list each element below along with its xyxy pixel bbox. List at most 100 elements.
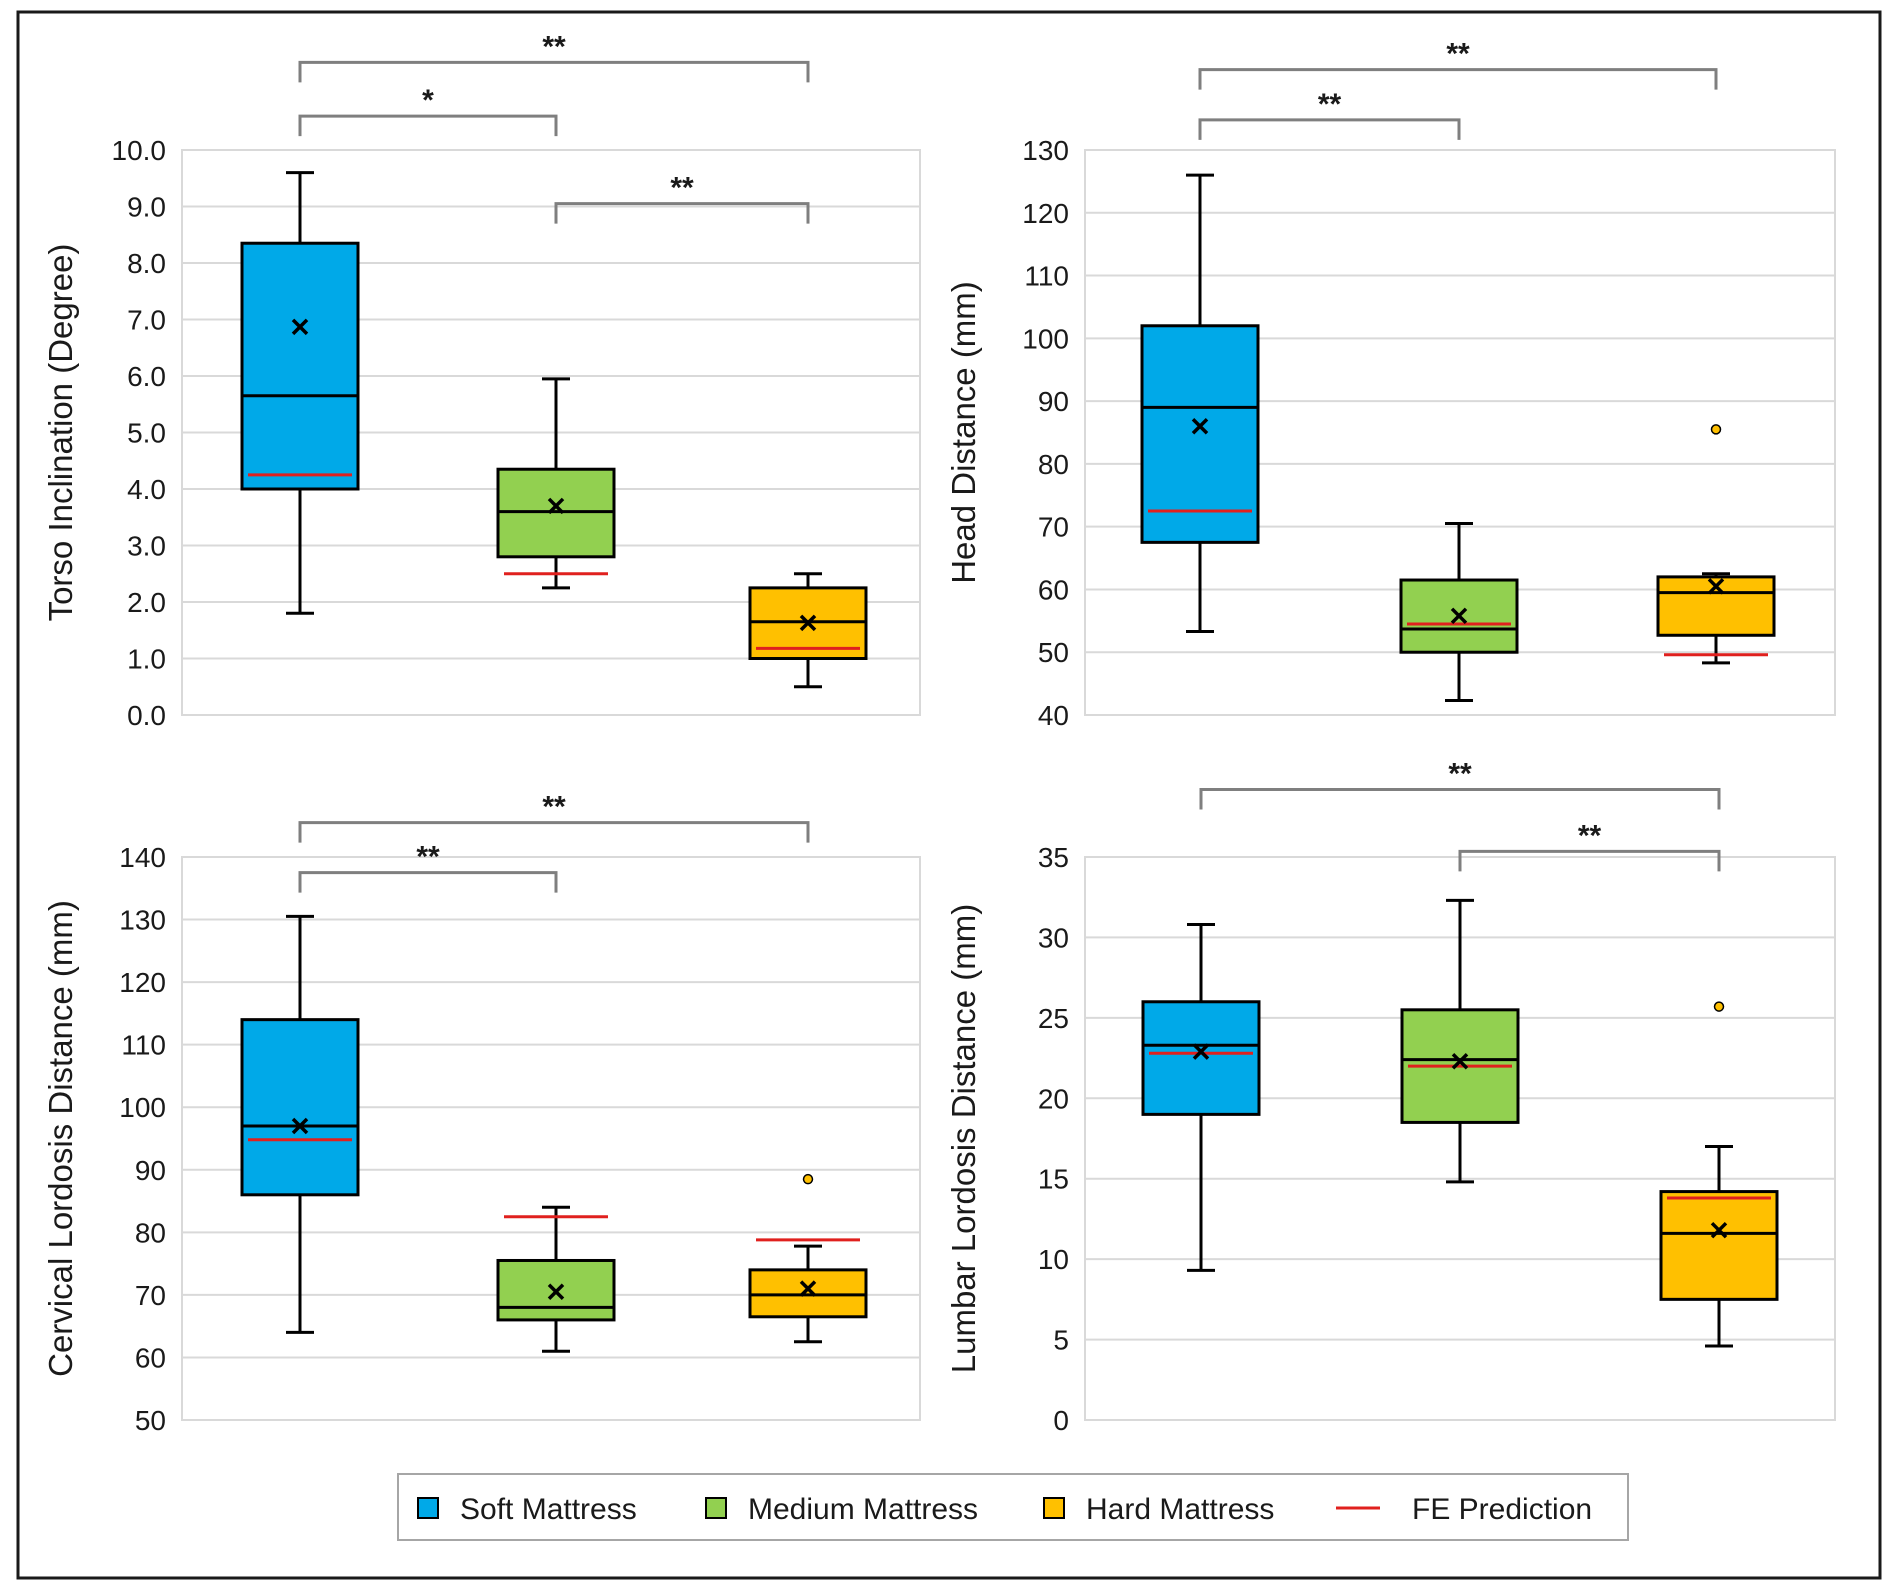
y-tick-label: 120 — [1022, 198, 1069, 229]
y-axis-label: Cervical Lordosis Distance (mm) — [42, 900, 79, 1377]
box-iqr — [1659, 1190, 1779, 1301]
significance-bracket: ** — [554, 172, 810, 224]
y-tick-label: 20 — [1038, 1083, 1069, 1114]
y-tick-label: 60 — [1038, 574, 1069, 605]
y-tick-label: 8.0 — [127, 248, 166, 279]
box-soft — [240, 914, 360, 1334]
significance-label: ** — [670, 172, 694, 205]
significance-label: ** — [542, 791, 566, 824]
y-axis-label: Lumbar Lordosis Distance (mm) — [945, 904, 982, 1373]
y-tick-label: 110 — [121, 1030, 166, 1061]
box-soft — [1140, 173, 1260, 634]
y-tick-label: 10.0 — [112, 135, 167, 166]
y-tick-label: 120 — [119, 967, 166, 998]
outlier-point — [1710, 424, 1722, 435]
box-iqr — [496, 1258, 616, 1322]
significance-label: ** — [1448, 757, 1472, 790]
significance-label: ** — [1318, 88, 1342, 121]
y-axis-label: Torso Inclination (Degree) — [42, 244, 79, 622]
box-iqr — [1141, 1000, 1261, 1116]
outlier-point — [1713, 1001, 1725, 1012]
bracket-line — [298, 821, 810, 843]
legend-swatch-soft — [417, 1497, 439, 1519]
y-tick-label: 50 — [1038, 637, 1069, 668]
box-hard — [1656, 424, 1776, 665]
significance-label: ** — [416, 841, 440, 874]
box-hard — [748, 1173, 868, 1344]
box-medium — [1400, 898, 1520, 1184]
bracket-line — [554, 202, 810, 224]
panel-torso: 0.0 1.0 2.0 3.0 4.0 5.0 6.0 7.0 8.0 9.0 10.0 Torso … — [42, 30, 921, 731]
mean-marker — [799, 614, 817, 632]
y-tick-label: 100 — [119, 1092, 166, 1123]
bracket-line — [298, 871, 558, 893]
box-medium — [496, 1205, 616, 1353]
box-medium — [496, 377, 616, 590]
bracket-line — [298, 60, 810, 83]
bracket-line — [1199, 787, 1721, 810]
box-soft — [240, 171, 360, 615]
legend-label-medium: Medium Mattress — [748, 1493, 978, 1526]
mean-marker — [291, 1117, 309, 1135]
mean-marker — [1191, 417, 1209, 435]
y-tick-label: 35 — [1038, 842, 1069, 873]
mean-marker — [1451, 1053, 1469, 1070]
mean-marker — [1192, 1043, 1210, 1060]
legend-label-fe: FE Prediction — [1412, 1493, 1592, 1526]
box-hard — [748, 572, 868, 689]
y-tick-label: 0 — [1053, 1405, 1069, 1436]
bracket-line — [298, 114, 558, 137]
bracket-line — [1198, 68, 1718, 90]
box-iqr — [1140, 324, 1260, 544]
mean-marker — [547, 1283, 565, 1300]
y-tick-label: 80 — [135, 1217, 166, 1248]
y-tick-label: 15 — [1038, 1164, 1069, 1195]
y-tick-label: 5.0 — [127, 418, 166, 449]
legend-swatch-medium — [705, 1497, 727, 1519]
y-tick-label: 90 — [1038, 386, 1069, 417]
y-tick-label: 2.0 — [127, 587, 166, 618]
y-tick-label: 7.0 — [127, 305, 166, 336]
mean-marker — [799, 1280, 817, 1297]
outlier-point — [802, 1173, 814, 1185]
y-tick-label: 30 — [1038, 922, 1069, 953]
legend-swatch-hard — [1043, 1497, 1065, 1519]
mean-marker — [1710, 1221, 1728, 1239]
y-tick-label: 6.0 — [127, 361, 166, 392]
box-iqr — [240, 1018, 360, 1197]
panel-cervical: 50 60 70 80 90 100 110 120 130 140 Cervical Lordos… — [42, 791, 921, 1436]
y-tick-label: 130 — [119, 905, 166, 936]
mean-marker — [1450, 607, 1468, 625]
bracket-line — [1198, 118, 1461, 140]
significance-bracket: * — [298, 84, 558, 137]
y-axis-label: Head Distance (mm) — [945, 281, 982, 584]
y-tick-label: 70 — [135, 1280, 166, 1311]
significance-label: ** — [1578, 819, 1602, 852]
y-tick-label: 10 — [1038, 1244, 1069, 1275]
significance-bracket: ** — [298, 30, 810, 83]
y-tick-label: 50 — [135, 1405, 166, 1436]
y-tick-label: 140 — [119, 842, 166, 873]
y-tick-label: 90 — [135, 1155, 166, 1186]
significance-bracket: ** — [1198, 88, 1461, 140]
box-iqr — [240, 241, 360, 491]
legend-label-hard: Hard Mattress — [1086, 1493, 1274, 1526]
significance-bracket: ** — [1199, 757, 1721, 810]
significance-bracket: ** — [1198, 38, 1718, 90]
box-medium — [1399, 522, 1519, 703]
bracket-line — [1458, 849, 1721, 872]
y-tick-label: 130 — [1022, 135, 1069, 166]
significance-bracket: ** — [298, 791, 810, 843]
box-soft — [1141, 923, 1261, 1272]
y-tick-label: 25 — [1038, 1003, 1069, 1034]
significance-label: ** — [1446, 38, 1470, 71]
box-hard — [1659, 1001, 1779, 1348]
panel-lumbar: 0 5 10 15 20 25 30 35 Lumbar Lordosis Distance (… — [945, 757, 1836, 1436]
significance-bracket: ** — [298, 841, 558, 893]
y-tick-label: 80 — [1038, 449, 1069, 480]
y-tick-label: 40 — [1038, 700, 1069, 731]
box-iqr — [748, 1268, 868, 1319]
legend: Soft Mattress Medium Mattress Hard Mattres… — [397, 1473, 1629, 1541]
